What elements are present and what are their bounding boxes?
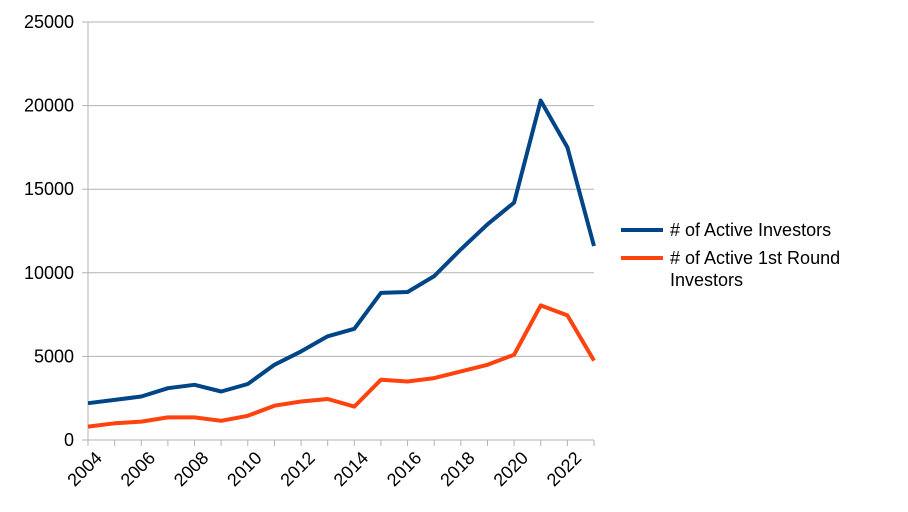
y-tick-label: 20000 — [24, 96, 74, 116]
x-tick-label: 2014 — [330, 448, 372, 490]
x-tick-label: 2006 — [117, 448, 159, 490]
legend-label-2: # of Active 1st Round Investors — [670, 248, 840, 290]
series-line-1 — [87, 98, 596, 406]
x-tick-label: 2012 — [276, 448, 318, 490]
y-axis-tick-labels: 0 5000 10000 15000 20000 25000 — [24, 12, 74, 450]
y-tick-label: 5000 — [34, 346, 74, 366]
x-tick-label: 2008 — [170, 448, 212, 490]
y-tick-label: 15000 — [24, 179, 74, 199]
x-tick-label: 2020 — [490, 448, 532, 490]
y-tick-label: 10000 — [24, 263, 74, 283]
y-tick-label: 25000 — [24, 12, 74, 32]
x-tick-label: 2016 — [383, 448, 425, 490]
y-tick-label: 0 — [64, 430, 74, 450]
x-tick-label: 2004 — [63, 448, 105, 490]
x-axis-tick-labels: 2004 2006 2008 2010 2012 2014 2016 2018 2020 2022 — [63, 448, 585, 490]
x-tick-label: 2022 — [543, 448, 585, 490]
legend: # of Active Investors # of Active 1st Rou… — [621, 220, 840, 290]
axes — [82, 21, 595, 446]
series-lines — [87, 98, 596, 429]
x-tick-label: 2010 — [223, 448, 265, 490]
series-line-2 — [87, 303, 596, 429]
legend-label-1: # of Active Investors — [670, 220, 831, 240]
x-tick-label: 2018 — [436, 448, 478, 490]
